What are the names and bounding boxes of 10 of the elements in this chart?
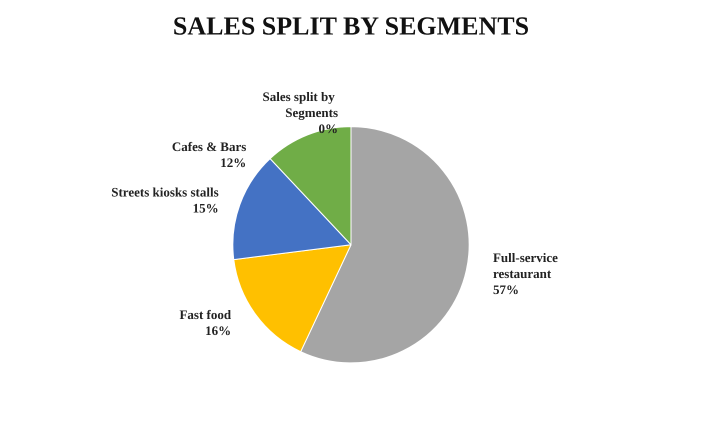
slice-label: Full-service restaurant <box>492 250 562 282</box>
data-label: 15% <box>192 200 219 216</box>
data-label: 57% <box>492 282 519 298</box>
slice-label: Streets kiosks stalls <box>111 184 219 200</box>
data-label: 12% <box>220 155 246 170</box>
data-label: 16% <box>205 322 232 338</box>
slice-label: Cafes & Bars <box>172 139 246 154</box>
category-label: Sales split by Segments <box>262 89 338 120</box>
chart-title: SALES SPLIT BY SEGMENTS <box>172 12 530 40</box>
slice-label: Fast food <box>179 306 232 322</box>
